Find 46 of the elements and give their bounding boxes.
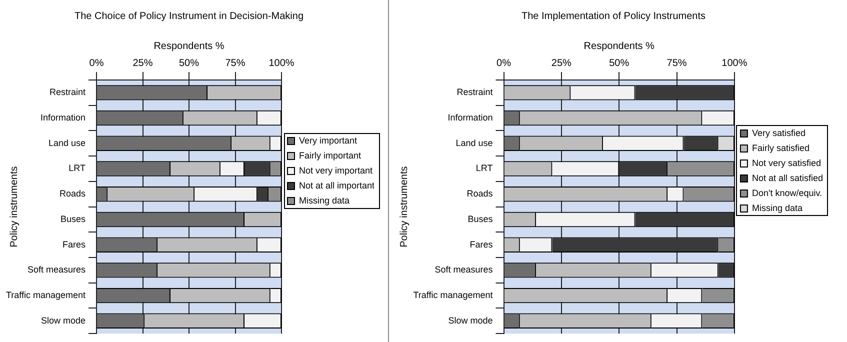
x-tick-label: 75% <box>225 58 246 69</box>
y-tick-label: Roads <box>466 188 494 199</box>
y-tick-label: Fares <box>62 239 86 250</box>
y-tick-label: Land use <box>48 138 86 148</box>
y-tick-label: Fares <box>470 239 494 250</box>
y-tick-label: Traffic management <box>413 290 494 300</box>
x-axis-title: Respondents % <box>584 40 655 52</box>
y-tick-label: Land use <box>456 138 493 148</box>
x-tick-label: 100% <box>722 58 748 69</box>
legend-label: Fairly important <box>299 150 362 160</box>
x-tick-label: 25% <box>551 58 572 69</box>
x-tick-label: 50% <box>178 58 200 69</box>
y-tick-label: Restraint <box>456 87 494 98</box>
x-tick-label: 50% <box>609 58 630 69</box>
x-tick-label: 100% <box>268 58 294 69</box>
x-axis-title: Respondents % <box>154 40 224 52</box>
legend-label: Very satisfied <box>752 128 806 138</box>
y-tick-label: Traffic management <box>6 290 86 300</box>
y-tick-label: Information <box>448 112 493 123</box>
y-tick-label: Roads <box>59 188 86 199</box>
y-tick-label: Slow mode <box>40 315 86 326</box>
y-tick-label: Slow mode <box>448 315 493 326</box>
y-axis-title: Policy instruments <box>398 166 410 248</box>
x-tick-label: 0% <box>89 58 104 69</box>
chart-title: The Choice of Policy Instrument in Decision-Making <box>74 10 304 22</box>
legend-label: Not very satisfied <box>752 158 821 168</box>
y-tick-label: Information <box>40 112 86 123</box>
x-tick-label: 0% <box>496 58 512 69</box>
y-tick-label: LRT <box>68 163 86 174</box>
legend-label: Very important <box>299 135 358 146</box>
y-tick-label: LRT <box>476 163 494 174</box>
legend-label: Missing data <box>299 195 350 206</box>
legend-label: Not very important <box>299 165 374 176</box>
legend-label: Don't know/equiv. <box>752 188 822 198</box>
legend-label: Not at all satisfied <box>752 172 824 183</box>
y-tick-label: Buses <box>468 214 494 224</box>
chart-title: The Implementation of Policy Instruments <box>522 10 706 22</box>
legend-label: Fairly satisfied <box>752 142 810 153</box>
y-tick-label: Soft measures <box>27 264 86 275</box>
y-tick-label: Soft measures <box>434 264 494 275</box>
x-tick-label: 75% <box>666 58 687 69</box>
y-tick-label: Restraint <box>49 87 86 98</box>
y-axis-title: Policy instruments <box>8 166 20 248</box>
y-tick-label: Buses <box>60 214 86 224</box>
x-tick-label: 25% <box>132 58 153 69</box>
legend-label: Missing data <box>752 202 802 213</box>
